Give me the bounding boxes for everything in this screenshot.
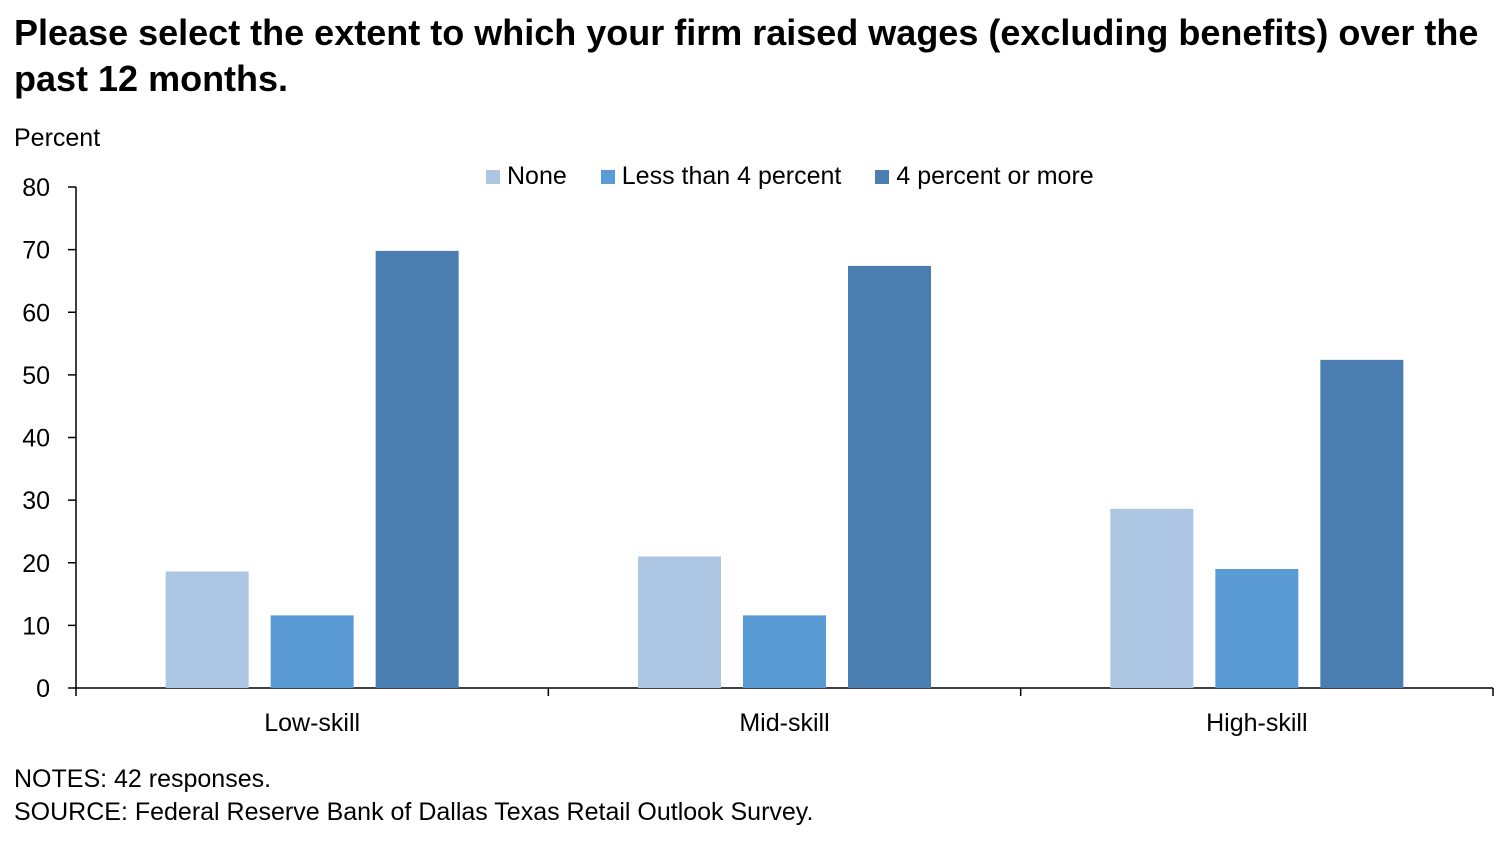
bar-high-skill-4-percent-or-more [1320, 359, 1404, 688]
legend-swatch-less-than-4 [600, 169, 615, 184]
legend-item-4-or-more: 4 percent or more [875, 162, 1094, 191]
x-category-label: Low-skill [264, 709, 360, 737]
legend-item-less-than-4: Less than 4 percent [600, 162, 842, 191]
chart-title: Please select the extent to which your f… [14, 12, 1479, 99]
legend-item-none: None [486, 162, 567, 191]
bar-low-skill-none [165, 571, 249, 688]
y-tick-label: 20 [22, 550, 50, 578]
legend-label-less-than-4: Less than 4 percent [621, 162, 842, 190]
y-tick-label: 70 [22, 237, 50, 265]
y-tick-label: 60 [22, 299, 50, 327]
x-category-label: Mid-skill [739, 709, 829, 737]
legend-label-none: None [507, 162, 567, 190]
y-tick-label: 10 [22, 612, 50, 640]
bar-low-skill-less-than-4-percent [270, 615, 354, 688]
y-tick-label: 80 [22, 174, 50, 202]
source-text: SOURCE: Federal Reserve Bank of Dallas T… [14, 798, 814, 826]
legend: None Less than 4 percent 4 percent or mo… [486, 162, 1128, 191]
bar-mid-skill-4-percent-or-more [848, 265, 931, 688]
bar-high-skill-less-than-4-percent [1215, 569, 1299, 688]
y-tick-label: 30 [22, 487, 50, 515]
notes-text: NOTES: 42 responses. [14, 765, 272, 793]
bar-mid-skill-less-than-4-percent [743, 615, 826, 688]
y-tick-label: 50 [22, 362, 50, 390]
x-category-label: High-skill [1206, 709, 1307, 737]
legend-swatch-none [486, 169, 500, 184]
bar-high-skill-none [1110, 508, 1194, 688]
bar-mid-skill-none [638, 556, 721, 688]
bar-low-skill-4-percent-or-more [375, 250, 459, 688]
y-tick-label: 0 [36, 675, 50, 703]
y-tick-label: 40 [22, 425, 50, 453]
y-axis-label: Percent [14, 124, 101, 152]
legend-swatch-4-or-more [875, 169, 890, 184]
notes-block: NOTES: 42 responses. SOURCE: Federal Res… [14, 763, 813, 829]
legend-label-4-or-more: 4 percent or more [896, 162, 1094, 190]
